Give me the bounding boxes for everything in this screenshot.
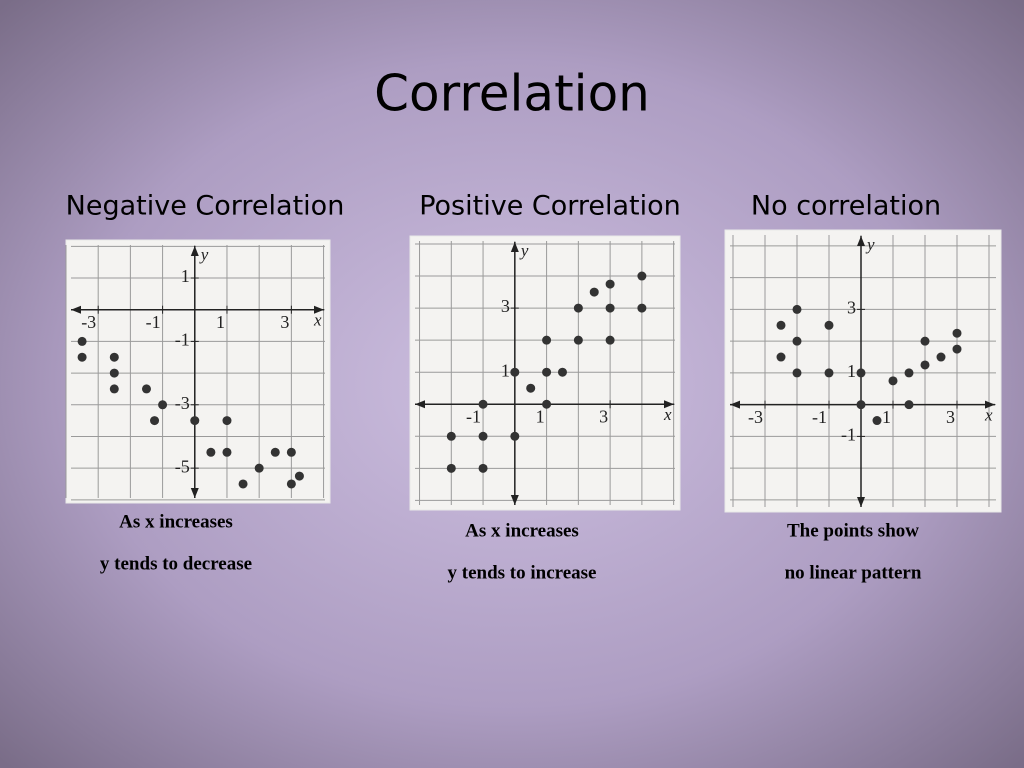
data-point	[776, 320, 786, 330]
data-point	[294, 471, 304, 481]
data-point	[557, 367, 567, 377]
data-point	[573, 335, 583, 345]
data-point	[478, 463, 488, 473]
data-point	[542, 367, 552, 377]
chart-title: Positive Correlation	[419, 191, 681, 222]
data-point	[190, 416, 200, 426]
x-tick-label: 1	[216, 312, 225, 332]
x-axis-label: x	[984, 406, 993, 425]
chart-title: Negative Correlation	[66, 191, 345, 222]
data-point	[286, 447, 296, 457]
data-point	[478, 399, 488, 409]
data-point	[824, 320, 834, 330]
data-point	[542, 399, 552, 409]
data-point	[776, 352, 786, 362]
x-tick-label: 1	[882, 407, 891, 427]
data-point	[254, 463, 264, 473]
y-axis-label: y	[199, 245, 209, 264]
x-axis-label: x	[313, 311, 322, 330]
chart-title: No correlation	[751, 191, 941, 222]
data-point	[792, 368, 802, 378]
data-point	[792, 304, 802, 314]
scatter-chart: x y -1 1 3 1 3	[409, 235, 681, 511]
data-point	[637, 303, 647, 313]
data-point	[856, 368, 866, 378]
x-tick-label: -1	[146, 312, 161, 332]
data-point	[542, 335, 552, 345]
x-tick-label: 1	[536, 406, 545, 426]
data-point	[77, 352, 87, 362]
data-point	[446, 431, 456, 441]
data-point	[109, 368, 119, 378]
data-point	[510, 431, 520, 441]
data-point	[109, 352, 119, 362]
x-tick-label: -1	[812, 407, 827, 427]
data-point	[478, 431, 488, 441]
y-tick-label: -1	[841, 425, 856, 445]
scatter-chart: x y -3 -1 1 3 1 -1 -3 -5	[65, 239, 331, 504]
data-point	[446, 463, 456, 473]
data-point	[222, 447, 232, 457]
slide-title: Correlation	[374, 65, 650, 123]
x-tick-label: 3	[946, 407, 955, 427]
y-axis-label: y	[519, 241, 529, 260]
caption: The points show	[787, 520, 919, 541]
data-point	[605, 335, 615, 345]
y-tick-label: 3	[847, 298, 856, 318]
caption: no linear pattern	[785, 562, 922, 583]
caption: As x increases	[119, 511, 233, 532]
caption: y tends to increase	[448, 562, 597, 583]
y-tick-label: -3	[175, 393, 190, 413]
data-point	[605, 279, 615, 289]
data-point	[824, 368, 834, 378]
y-tick-label: -5	[175, 456, 190, 476]
y-tick-label: -1	[175, 330, 190, 350]
caption: y tends to decrease	[100, 553, 252, 574]
data-point	[206, 447, 216, 457]
data-point	[573, 303, 583, 313]
x-tick-label: -1	[466, 406, 481, 426]
y-axis-label: y	[865, 235, 875, 254]
data-point	[952, 328, 962, 338]
data-point	[792, 336, 802, 346]
data-point	[589, 287, 599, 297]
x-tick-label: -3	[748, 407, 763, 427]
data-point	[920, 336, 930, 346]
caption: As x increases	[465, 520, 579, 541]
data-point	[510, 367, 520, 377]
x-axis-label: x	[663, 405, 672, 424]
data-point	[888, 376, 898, 386]
x-tick-label: 3	[280, 312, 289, 332]
data-point	[109, 384, 119, 394]
y-tick-label: 3	[501, 296, 510, 316]
data-point	[270, 447, 280, 457]
data-point	[141, 384, 151, 394]
data-point	[222, 416, 232, 426]
data-point	[286, 479, 296, 489]
data-point	[77, 336, 87, 346]
data-point	[952, 344, 962, 354]
data-point	[904, 400, 914, 410]
data-point	[238, 479, 248, 489]
data-point	[150, 416, 160, 426]
data-point	[856, 400, 866, 410]
plot-panel	[65, 239, 331, 504]
data-point	[904, 368, 914, 378]
y-tick-label: 1	[847, 361, 856, 381]
x-tick-label: 3	[599, 406, 608, 426]
y-tick-label: 1	[181, 266, 190, 286]
data-point	[605, 303, 615, 313]
x-tick-label: -3	[81, 312, 96, 332]
data-point	[936, 352, 946, 362]
data-point	[920, 360, 930, 370]
y-tick-label: 1	[501, 360, 510, 380]
data-point	[872, 416, 882, 426]
data-point	[526, 383, 536, 393]
data-point	[158, 400, 168, 410]
data-point	[637, 271, 647, 281]
scatter-chart: x y -3 -1 1 3 -1 1 3	[724, 229, 1002, 513]
